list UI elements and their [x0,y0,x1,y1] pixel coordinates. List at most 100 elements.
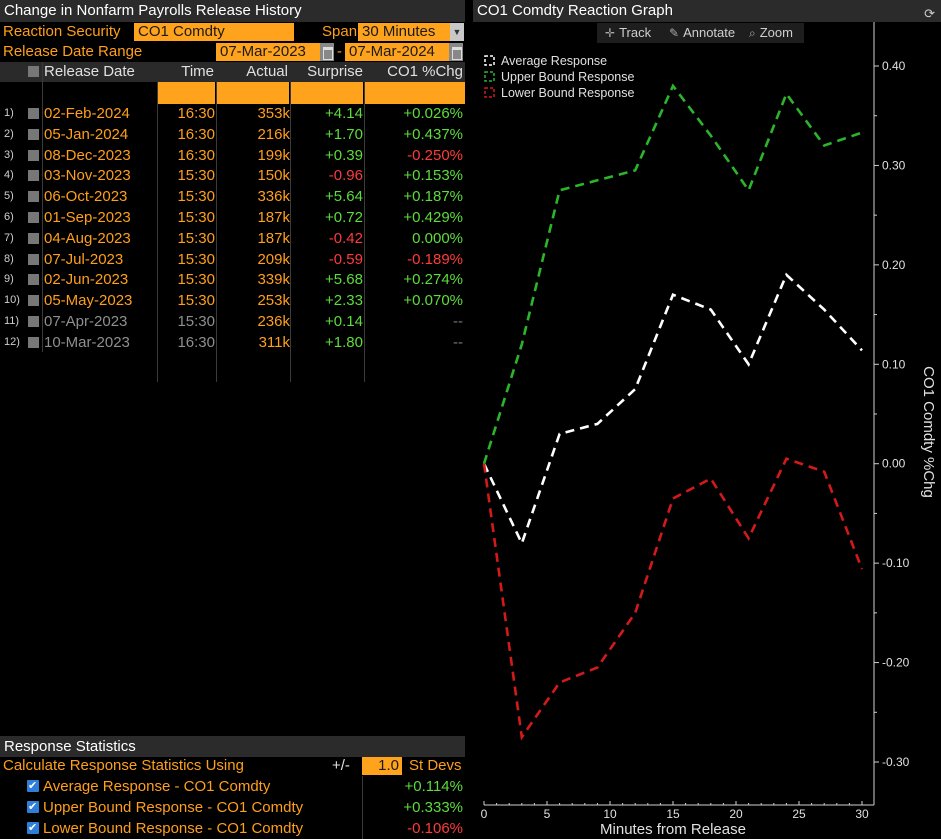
row-checkbox[interactable] [28,128,39,140]
table-row[interactable]: 8) 07-Jul-2023 15:30 209k -0.59 -0.189% [0,249,465,270]
x-tick-label: 10 [603,807,617,821]
annotate-label: Annotate [683,25,736,40]
span-dropdown-icon[interactable]: ▼ [450,23,464,41]
row-checkbox[interactable] [28,191,39,203]
pct-change-value: -- [453,313,463,330]
stat-row[interactable]: Lower Bound Response - CO1 Comdty -0.106% [0,818,465,839]
table-row[interactable]: 2) 05-Jan-2024 16:30 216k +1.70 +0.437% [0,124,465,145]
filter-surprise[interactable] [291,82,363,104]
col-surprise[interactable]: Surprise [307,63,363,80]
release-date: 07-Apr-2023 [44,313,128,330]
actual-value: 150k [257,167,290,185]
table-row[interactable]: 5) 06-Oct-2023 15:30 336k +5.64 +0.187% [0,186,465,207]
zoom-tool[interactable]: ⌕ Zoom [749,23,793,43]
x-axis-label: Minutes from Release [600,821,746,838]
row-checkbox[interactable] [28,336,39,348]
stat-value: -0.106% [407,820,463,837]
surprise-value: +1.80 [325,333,363,351]
table-row[interactable]: 6) 01-Sep-2023 15:30 187k +0.72 +0.429% [0,207,465,228]
actual-value: 209k [257,250,290,268]
col-chg[interactable]: CO1 %Chg [387,63,463,80]
row-number: 8) [4,252,14,265]
row-checkbox[interactable] [28,212,39,223]
pct-change-value: +0.026% [403,105,463,122]
stat-row[interactable]: Average Response - CO1 Comdty +0.114% [0,776,465,797]
col-divider [216,82,217,382]
stat-value: +0.333% [403,799,463,816]
stat-checkbox[interactable] [27,776,39,797]
table-row[interactable]: 1) 02-Feb-2024 16:30 353k +4.14 +0.026% [0,103,465,124]
table-row[interactable]: 12) 10-Mar-2023 16:30 311k +1.80 -- [0,332,465,353]
range-start-input[interactable]: 07-Mar-2023 [216,43,320,61]
release-time: 15:30 [177,271,215,289]
legend-entry: Upper Bound Response [501,70,634,84]
stat-name: Upper Bound Response - CO1 Comdty [43,799,304,816]
release-date: 05-Jan-2024 [44,125,129,143]
pct-change-value: +0.153% [403,167,463,185]
table-row[interactable]: 10) 05-May-2023 15:30 253k +2.33 +0.070% [0,290,465,311]
row-checkbox[interactable] [28,232,39,244]
table-row[interactable]: 7) 04-Aug-2023 15:30 187k -0.42 0.000% [0,228,465,249]
stat-name: Average Response - CO1 Comdty [43,778,271,795]
surprise-value: +0.14 [325,313,363,330]
range-separator: - [337,43,342,60]
std-dev-input[interactable]: 1.0 [362,757,402,775]
actual-value: 339k [257,271,290,289]
col-actual[interactable]: Actual [246,63,288,80]
reaction-security-input[interactable]: CO1 Comdty [134,23,294,41]
row-checkbox[interactable] [28,170,39,182]
row-number: 7) [4,231,14,244]
col-time[interactable]: Time [181,63,214,80]
pct-change-value: +0.187% [403,188,463,206]
magnifier-icon: ⌕ [749,26,756,40]
calc-stats-label: Calculate Response Statistics Using [3,757,244,774]
table-row[interactable]: 3) 08-Dec-2023 16:30 199k +0.39 -0.250% [0,145,465,166]
row-checkbox[interactable] [28,108,39,119]
refresh-icon[interactable]: ⟳ [924,6,935,21]
stat-row[interactable]: Upper Bound Response - CO1 Comdty +0.333% [0,797,465,818]
select-all-checkbox[interactable] [28,66,39,77]
col-release-date[interactable]: Release Date [44,63,135,80]
row-checkbox[interactable] [28,253,39,265]
table-row[interactable]: 4) 03-Nov-2023 15:30 150k -0.96 +0.153% [0,165,465,186]
release-time: 16:30 [177,125,215,143]
filter-actual[interactable] [217,82,289,104]
surprise-value: +4.14 [325,105,363,122]
actual-value: 187k [257,229,290,247]
annotate-tool[interactable]: ✎ Annotate [669,23,735,43]
row-checkbox[interactable] [28,295,39,307]
col-divider [157,82,158,382]
table-row[interactable]: 11) 07-Apr-2023 15:30 236k +0.14 -- [0,311,465,332]
release-time: 15:30 [177,188,215,206]
range-start-calendar-icon[interactable] [320,43,334,61]
stat-checkbox[interactable] [27,818,39,839]
x-tick-label: 15 [666,807,680,821]
reaction-chart[interactable]: 0.40 0.30 0.20 0.10 0.00 -0.10 -0.20 -0.30 0 5 10 1… [473,22,941,839]
col-divider [42,62,43,352]
surprise-value: -0.96 [328,167,363,185]
stats-divider [362,776,363,839]
y-axis-label: CO1 Comdty %Chg [920,366,937,498]
plus-minus-label: +/- [332,757,350,774]
filter-time[interactable] [158,82,215,104]
row-checkbox[interactable] [28,316,39,327]
span-select[interactable]: 30 Minutes [358,23,450,41]
pct-change-value: -- [453,333,463,351]
range-end-input[interactable]: 07-Mar-2024 [345,43,449,61]
row-checkbox[interactable] [28,149,39,161]
legend-swatch [484,87,495,98]
track-tool[interactable]: ✛ Track [605,23,651,43]
filter-chg[interactable] [365,82,465,104]
release-date: 02-Jun-2023 [44,271,129,289]
crosshair-icon: ✛ [605,26,616,40]
stat-checkbox[interactable] [27,797,39,818]
graph-toolbar: ✛ Track ✎ Annotate ⌕ Zoom [597,23,804,43]
span-label: Span [322,23,358,40]
release-date: 07-Jul-2023 [44,250,124,268]
row-checkbox[interactable] [28,274,39,286]
x-tick-label: 30 [855,807,869,821]
range-end-calendar-icon[interactable] [449,43,463,61]
table-row[interactable]: 9) 02-Jun-2023 15:30 339k +5.68 +0.274% [0,269,465,290]
stat-name: Lower Bound Response - CO1 Comdty [43,820,304,837]
series-line-1 [482,272,863,547]
